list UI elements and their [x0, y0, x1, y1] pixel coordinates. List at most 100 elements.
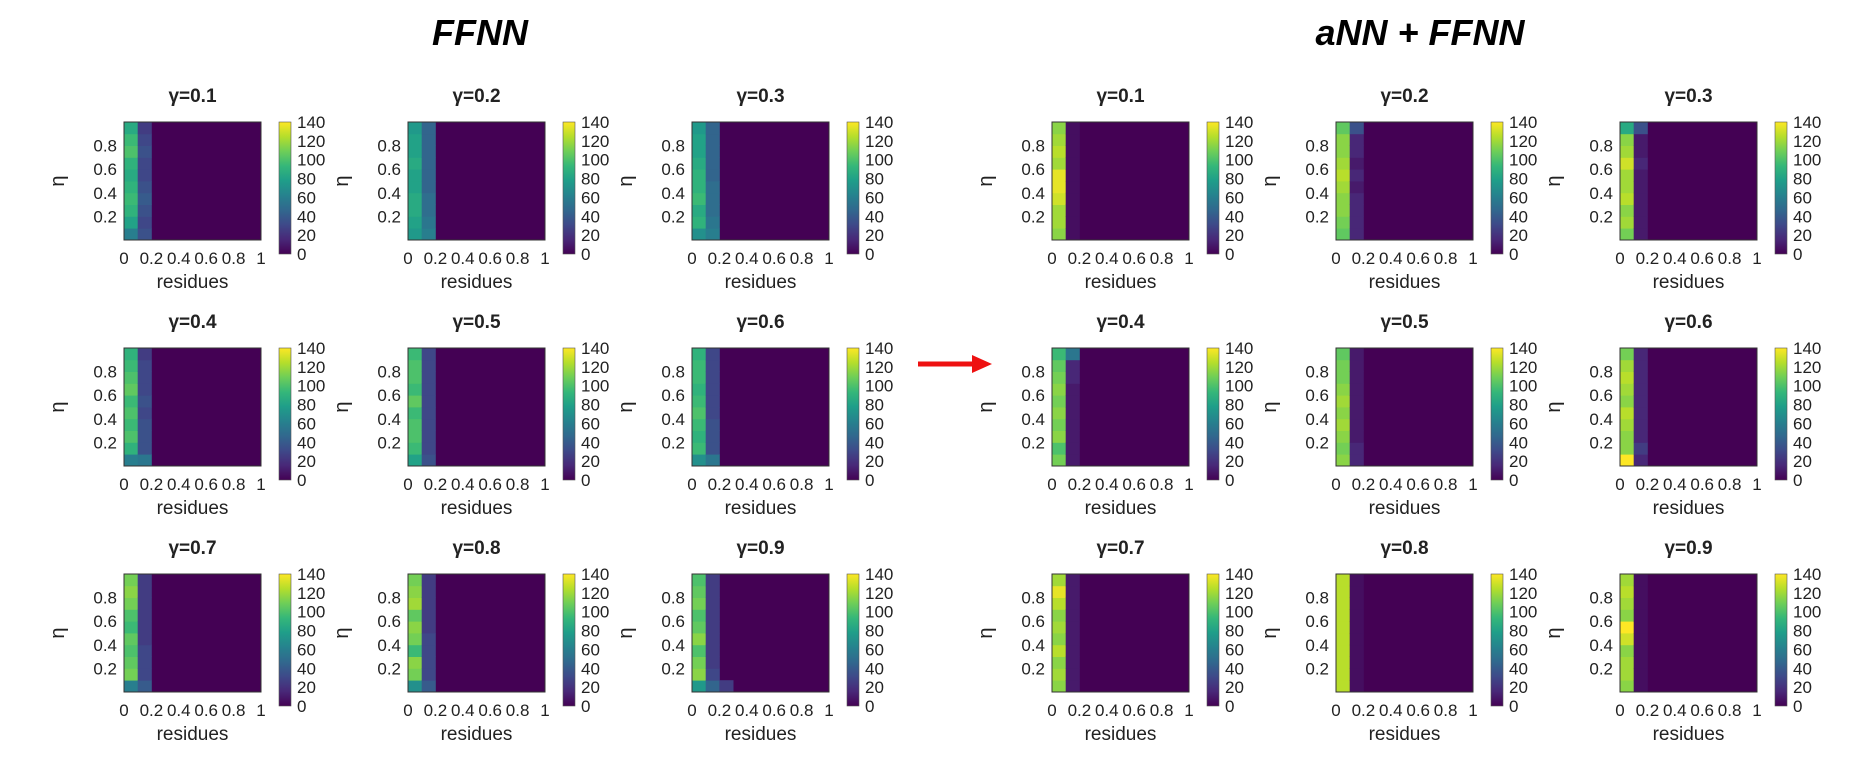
y-axis-label: η — [975, 627, 997, 638]
heatmap-cell — [421, 442, 436, 455]
heatmap-cell — [1336, 609, 1351, 622]
y-tick-label: 0.2 — [661, 659, 685, 678]
heatmap-cell — [692, 418, 707, 431]
x-tick-label: 0.6 — [478, 475, 502, 494]
colorbar-tick-label: 40 — [1225, 659, 1244, 678]
heatmap-cell — [421, 133, 436, 146]
heatmap-cell — [137, 192, 152, 205]
heatmap-cell — [1065, 359, 1080, 372]
colorbar-tick-label: 0 — [865, 697, 874, 716]
heatmap-cell — [705, 192, 720, 205]
heatmap-cell — [1336, 442, 1351, 455]
heatmap-cell — [705, 157, 720, 170]
x-tick-label: 0.6 — [1690, 249, 1714, 268]
y-tick-label: 0.6 — [377, 160, 401, 179]
plot-frame — [123, 347, 262, 467]
heatmap-cell — [1065, 145, 1080, 158]
colorbar-tick-label: 80 — [297, 396, 316, 415]
y-tick-label: 0.4 — [1305, 184, 1329, 203]
colorbar-tick-label: 120 — [1225, 358, 1253, 377]
x-tick-label: 0.8 — [1434, 701, 1458, 720]
x-axis-label: residues — [1085, 272, 1157, 293]
x-tick-label: 0.6 — [194, 249, 218, 268]
x-axis-label: residues — [725, 724, 797, 745]
y-tick-label: 0.6 — [1589, 386, 1613, 405]
y-tick-label: 0.6 — [377, 386, 401, 405]
colorbar — [1490, 121, 1504, 255]
heatmap-cell — [1349, 395, 1364, 408]
heatmap-cell — [137, 169, 152, 182]
heatmap-cell — [421, 644, 436, 657]
colorbar-tick-label: 100 — [1509, 377, 1537, 396]
heatmap-cell — [1349, 656, 1364, 669]
heatmap-cell — [1065, 454, 1080, 467]
heatmap-cell — [1052, 395, 1067, 408]
colorbar-tick-label: 140 — [1509, 113, 1537, 132]
colorbar-tick-label: 140 — [297, 565, 325, 584]
heatmap-cell — [1065, 442, 1080, 455]
y-axis-label: η — [331, 627, 353, 638]
x-axis-label: residues — [441, 498, 513, 519]
heatmap-cell — [1065, 609, 1080, 622]
y-tick-label: 0.8 — [1021, 363, 1045, 382]
heatmap-cell — [421, 145, 436, 158]
heatmap-cell — [1336, 656, 1351, 669]
heatmap-cell — [1633, 430, 1648, 443]
heatmap-cell — [1065, 348, 1080, 361]
colorbar-tick-label: 140 — [865, 339, 893, 358]
panel-title: γ=0.4 — [168, 312, 217, 333]
colorbar-tick-label: 140 — [1793, 339, 1821, 358]
heatmap-cell — [1065, 181, 1080, 194]
heatmap-cell — [1620, 633, 1635, 646]
colorbar-tick-label: 20 — [581, 678, 600, 697]
colorbar-tick-label: 0 — [865, 471, 874, 490]
y-tick-label: 0.8 — [377, 589, 401, 608]
heatmap-cell — [1633, 371, 1648, 384]
heatmap-cell — [408, 442, 423, 455]
x-tick-label: 0.2 — [708, 475, 732, 494]
panel-title: γ=0.6 — [1664, 312, 1712, 333]
colorbar-tick-label: 60 — [1793, 188, 1812, 207]
heatmap-cell — [1620, 169, 1635, 182]
heatmap-cell — [705, 395, 720, 408]
x-tick-label: 0.4 — [735, 475, 759, 494]
heatmap-cell — [1336, 407, 1351, 420]
heatmap-cell — [1349, 644, 1364, 657]
heatmap-cell — [705, 181, 720, 194]
x-tick-label: 0.2 — [140, 701, 164, 720]
heatmap-cell — [124, 418, 139, 431]
x-tick-label: 0.8 — [1434, 475, 1458, 494]
heatmap-cell — [1336, 192, 1351, 205]
heatmap-cell — [137, 407, 152, 420]
heatmap-cell — [421, 407, 436, 420]
heatmap-cell — [1633, 633, 1648, 646]
colorbar-tick-label: 20 — [1509, 452, 1528, 471]
heatmap-cell — [421, 430, 436, 443]
heatmap-cell — [137, 348, 152, 361]
heatmap-cell — [692, 383, 707, 396]
heatmap-cell — [705, 122, 720, 135]
heatmap-cell — [408, 371, 423, 384]
x-tick-label: 0.4 — [167, 249, 191, 268]
colorbar-tick-label: 20 — [1793, 678, 1812, 697]
x-tick-label: 0.6 — [478, 701, 502, 720]
heatmap-cell — [421, 383, 436, 396]
heatmap-cell — [1052, 383, 1067, 396]
heatmap-cell — [1052, 597, 1067, 610]
heatmap-cell — [1065, 680, 1080, 693]
heatmap-cell — [1620, 454, 1635, 467]
x-axis-label: residues — [1369, 498, 1441, 519]
heatmap-cell — [1633, 609, 1648, 622]
heatmap-cell — [421, 668, 436, 681]
heatmap-cell — [1349, 609, 1364, 622]
panel-title: γ=0.2 — [1380, 86, 1428, 107]
heatmap-cell — [692, 348, 707, 361]
heatmap-cell — [1336, 644, 1351, 657]
heatmap-cell — [408, 585, 423, 598]
heatmap-cell — [408, 454, 423, 467]
heatmap-cell — [1349, 585, 1364, 598]
y-tick-label: 0.4 — [661, 636, 685, 655]
x-tick-label: 0.2 — [424, 475, 448, 494]
heatmap-cell — [1065, 621, 1080, 634]
x-tick-label: 1 — [256, 701, 265, 720]
